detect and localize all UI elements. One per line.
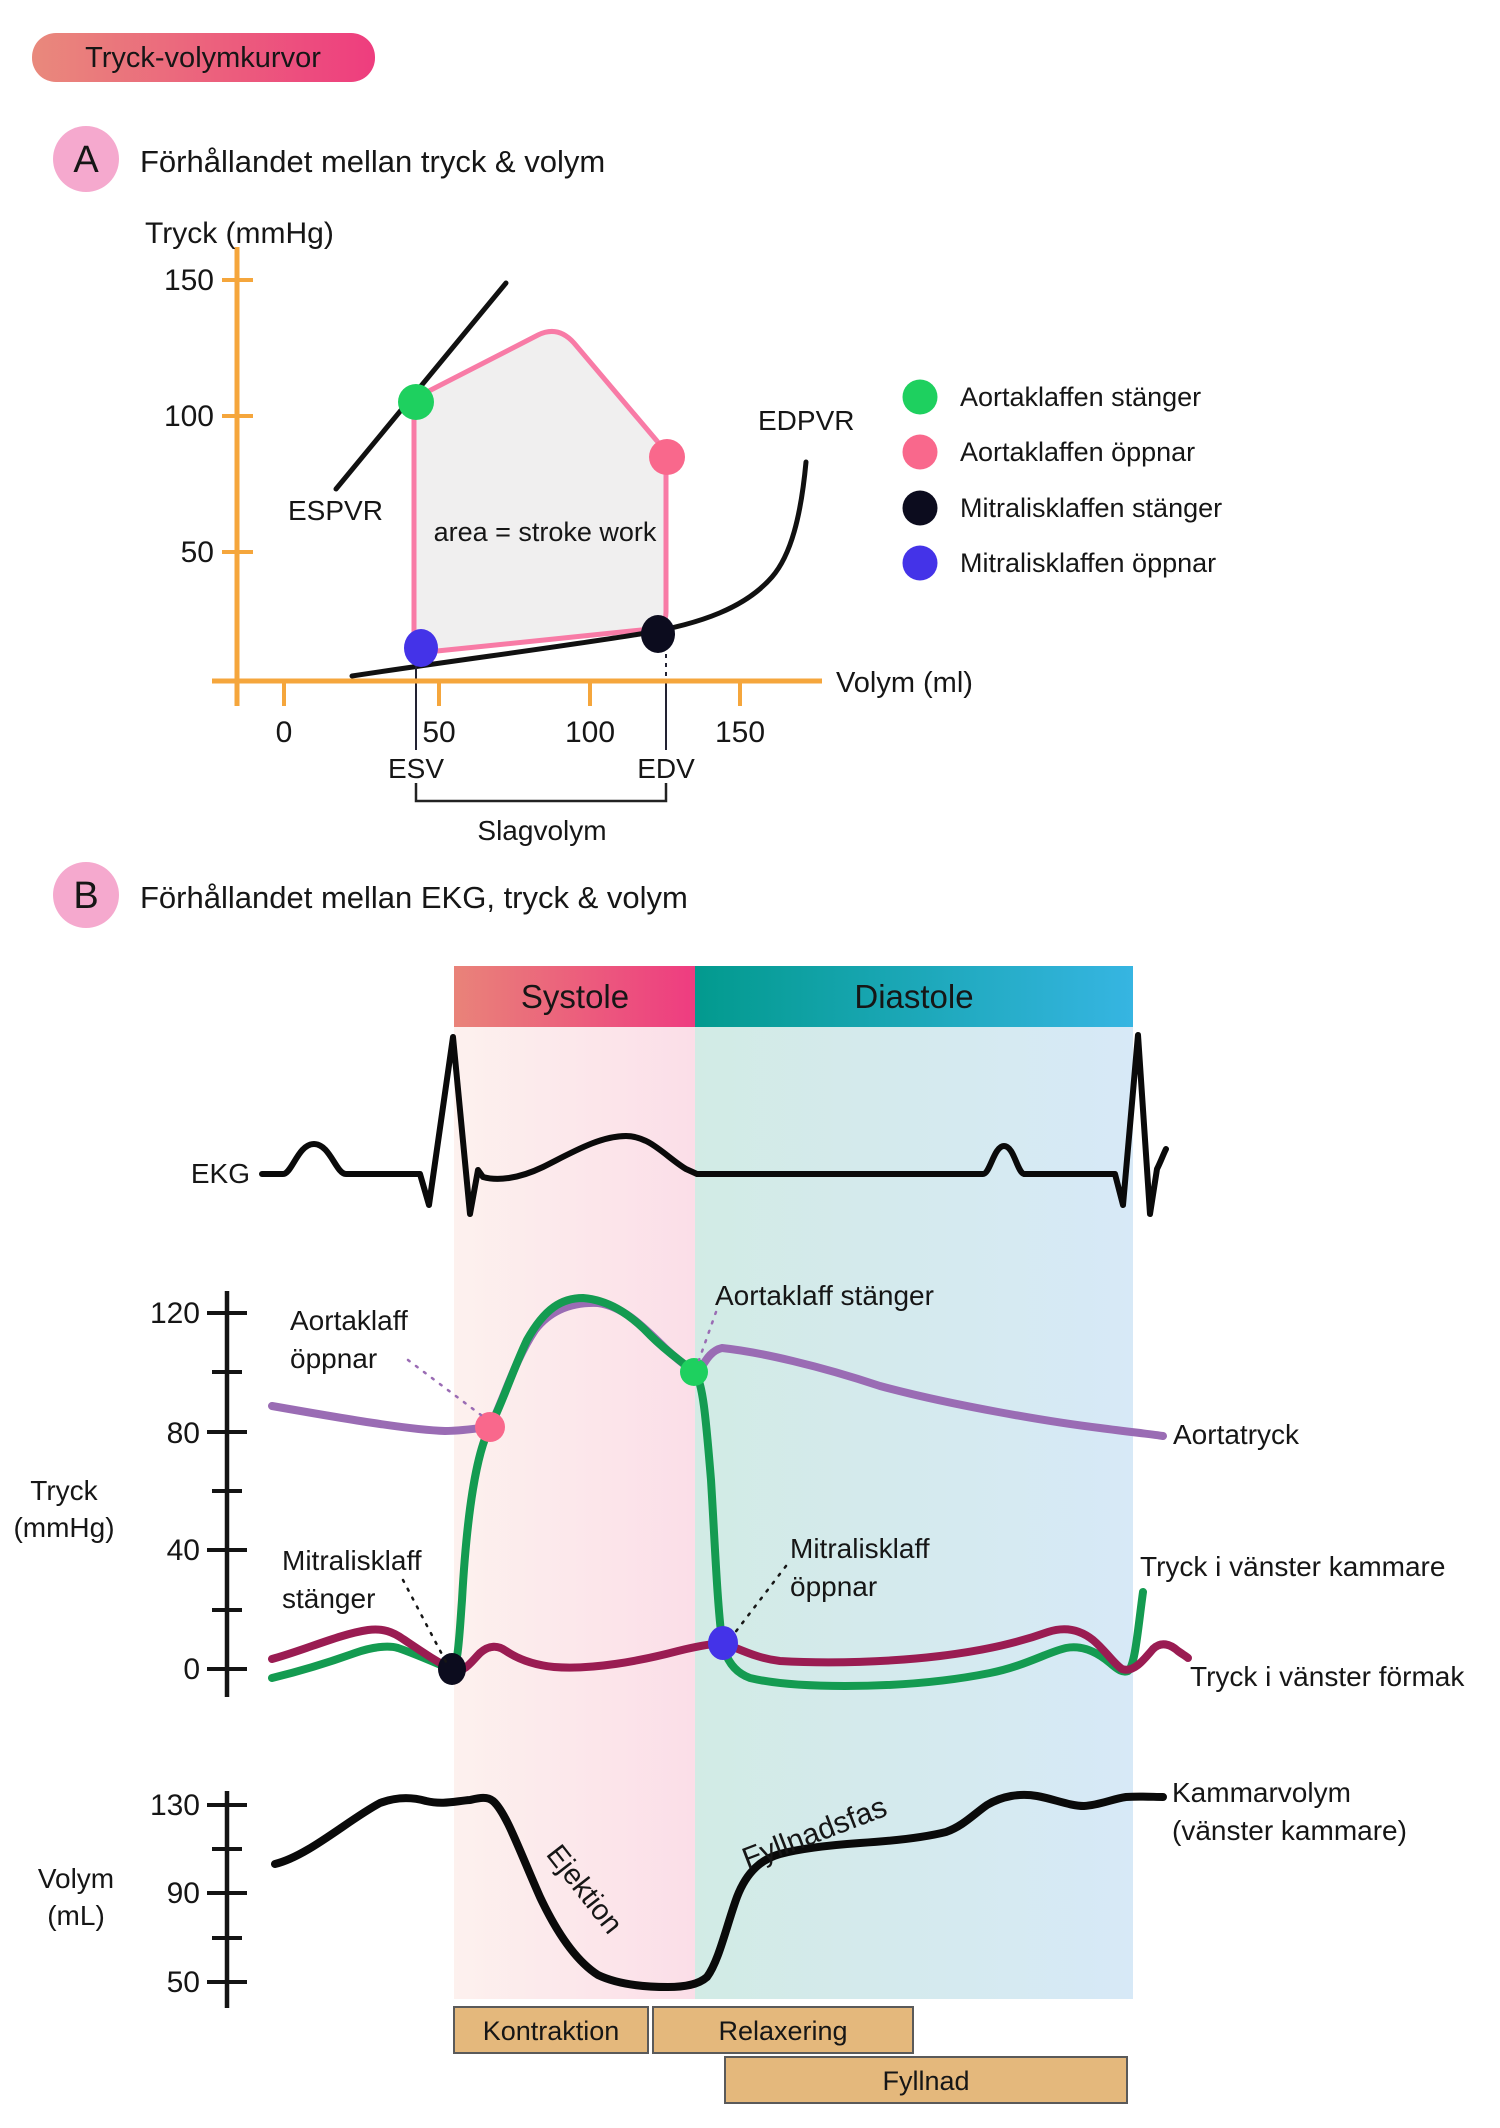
stroke-volume-bracket bbox=[414, 783, 668, 803]
legend-label-mitral-opens: Mitralisklaffen öppnar bbox=[960, 548, 1216, 578]
panel-b-header: B Förhållandet mellan EKG, tryck & volym bbox=[53, 862, 688, 928]
dot-b-aortic-opens bbox=[475, 1412, 505, 1442]
phase-boxes: Kontraktion Relaxering Fyllnad bbox=[453, 2006, 1128, 2104]
mitral-closes-label-line2: stänger bbox=[282, 1583, 375, 1614]
phase-box-relaxering-label: Relaxering bbox=[718, 2016, 847, 2046]
aortic-pressure-label: Aortatryck bbox=[1173, 1419, 1300, 1450]
panel-b-badge-letter: B bbox=[73, 875, 98, 917]
vtick-50: 50 bbox=[167, 1966, 200, 1999]
systole-header bbox=[454, 966, 695, 1027]
ventricular-volume-label-line2: (vänster kammare) bbox=[1172, 1815, 1407, 1846]
espvr-label: ESPVR bbox=[288, 495, 383, 526]
panel-a-badge-letter: A bbox=[73, 139, 99, 181]
pressure-axis-title-line1: Tryck bbox=[30, 1475, 98, 1506]
esv-label: ESV bbox=[388, 753, 444, 784]
panel-a-header: A Förhållandet mellan tryck & volym bbox=[53, 126, 605, 192]
aortic-opens-label-line1: Aortaklaff bbox=[290, 1305, 408, 1336]
ekg-label: EKG bbox=[191, 1158, 250, 1189]
volume-axis-title-line2: (mL) bbox=[47, 1900, 105, 1931]
dot-b-aortic-closes bbox=[680, 1358, 708, 1386]
legend-dot-aortic-opens bbox=[902, 434, 938, 470]
lv-pressure-label: Tryck i vänster kammare bbox=[1140, 1551, 1445, 1582]
panel-a-xtick-50: 50 bbox=[422, 716, 455, 749]
panel-a-ytick-50: 50 bbox=[181, 536, 214, 569]
vtick-90: 90 bbox=[167, 1877, 200, 1910]
ventricular-volume-curve bbox=[271, 1790, 1167, 1992]
legend-dot-mitral-opens bbox=[902, 545, 938, 581]
ptick-0: 0 bbox=[183, 1653, 200, 1686]
ptick-80: 80 bbox=[167, 1417, 200, 1450]
ekg-trace bbox=[259, 1032, 1169, 1217]
edv-label: EDV bbox=[637, 753, 695, 784]
ventricular-volume-label-line1: Kammarvolym bbox=[1172, 1777, 1351, 1808]
panel-a-legend: Aortaklaffen stänger Aortaklaffen öppnar… bbox=[902, 379, 1222, 581]
diastole-header bbox=[695, 966, 1133, 1027]
dot-b-mitral-opens bbox=[708, 1626, 738, 1660]
edpvr-label: EDPVR bbox=[758, 405, 854, 436]
diastole-label: Diastole bbox=[854, 978, 973, 1015]
phase-box-kontraktion bbox=[453, 2006, 649, 2054]
aortic-closes-label: Aortaklaff stänger bbox=[715, 1280, 934, 1311]
panel-a-y-axis-title: Tryck (mmHg) bbox=[145, 217, 334, 250]
pressure-axis-ticks bbox=[207, 1311, 247, 1671]
edpvr-curve bbox=[349, 459, 809, 679]
phase-box-fyllnad bbox=[724, 2056, 1128, 2104]
pv-loop bbox=[411, 328, 669, 655]
phase-box-fyllnad-label: Fyllnad bbox=[882, 2066, 969, 2096]
panel-a-xtick-150: 150 bbox=[715, 716, 765, 749]
legend-label-aortic-opens: Aortaklaffen öppnar bbox=[960, 437, 1195, 467]
panel-a-ytick-100: 100 bbox=[164, 400, 214, 433]
dot-b-mitral-closes bbox=[438, 1653, 466, 1685]
dot-aortic-closes bbox=[398, 384, 434, 420]
legend-dot-aortic-closes bbox=[902, 379, 938, 415]
systole-label: Systole bbox=[521, 978, 629, 1015]
dot-mitral-closes bbox=[641, 615, 675, 653]
la-pressure-label: Tryck i vänster förmak bbox=[1190, 1661, 1465, 1692]
mitral-opens-label-line1: Mitralisklaff bbox=[790, 1533, 930, 1564]
page-title: Tryck-volymkurvor bbox=[85, 42, 321, 74]
panel-b-chart: Systole Diastole EKG 120 80 40 0 Tryck (… bbox=[13, 966, 1465, 2104]
panel-b-title: Förhållandet mellan EKG, tryck & volym bbox=[140, 880, 688, 915]
connector-aortic-closes bbox=[697, 1310, 718, 1362]
mitral-opens-label-line2: öppnar bbox=[790, 1571, 877, 1602]
panel-a-title: Förhållandet mellan tryck & volym bbox=[140, 144, 605, 179]
mitral-closes-label-line1: Mitralisklaff bbox=[282, 1545, 422, 1576]
panel-a-xtick-0: 0 bbox=[276, 716, 293, 749]
panel-a-axis-ticks bbox=[222, 278, 742, 706]
title-pill-bg bbox=[32, 33, 375, 82]
phase-box-relaxering bbox=[652, 2006, 914, 2054]
stroke-volume-label: Slagvolym bbox=[477, 815, 606, 846]
vtick-130: 130 bbox=[150, 1789, 200, 1822]
panel-a-chart: Tryck (mmHg) 150 100 50 0 50 100 150 ESP… bbox=[145, 217, 973, 846]
connector-mitral-opens bbox=[732, 1564, 788, 1636]
title-pill: Tryck-volymkurvor bbox=[32, 33, 375, 82]
pressure-axis-title-line2: (mmHg) bbox=[13, 1512, 114, 1543]
legend-dot-mitral-closes bbox=[902, 490, 938, 526]
panel-a-xtick-100: 100 bbox=[565, 716, 615, 749]
volume-axis-title-line1: Volym bbox=[38, 1863, 114, 1894]
panel-b-badge-circle bbox=[53, 862, 119, 928]
aortic-opens-label-line2: öppnar bbox=[290, 1343, 377, 1374]
systole-column bbox=[454, 1027, 695, 1999]
dot-aortic-opens bbox=[649, 439, 685, 475]
volume-axis-ticks bbox=[207, 1803, 247, 1984]
legend-label-aortic-closes: Aortaklaffen stänger bbox=[960, 382, 1201, 412]
panel-a-x-axis-title: Volym (ml) bbox=[836, 667, 973, 699]
ptick-40: 40 bbox=[167, 1534, 200, 1567]
phase-box-kontraktion-label: Kontraktion bbox=[483, 2016, 620, 2046]
panel-a-ytick-150: 150 bbox=[164, 264, 214, 297]
legend-label-mitral-closes: Mitralisklaffen stänger bbox=[960, 493, 1222, 523]
area-stroke-work-label: area = stroke work bbox=[434, 517, 657, 547]
ptick-120: 120 bbox=[150, 1297, 200, 1330]
dot-mitral-opens bbox=[404, 629, 438, 667]
annotation-connectors bbox=[401, 1310, 788, 1664]
panel-a-badge-circle bbox=[53, 126, 119, 192]
